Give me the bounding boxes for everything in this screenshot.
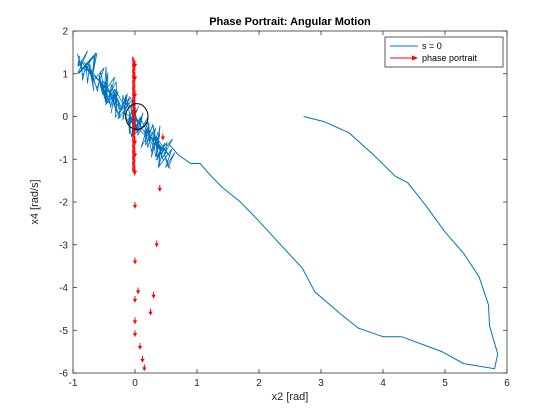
- y-tick-label: -1: [59, 155, 68, 166]
- quiver-arrowhead-icon: [151, 294, 156, 299]
- y-tick-label: -3: [59, 240, 68, 251]
- x-axis: -1 0 1 2 3 4 5 6: [69, 31, 510, 389]
- x-tick-label: 0: [132, 378, 138, 389]
- y-tick-label: 1: [62, 69, 68, 80]
- trajectory-oscillation-band: [77, 50, 176, 169]
- y-tick-label: 0: [62, 112, 68, 123]
- y-axis: 2 1 0 -1 -2 -3 -4 -5 -6: [59, 27, 507, 380]
- quiver-arrowhead-icon: [135, 290, 141, 294]
- y-tick-label: -5: [59, 326, 68, 337]
- quiver-arrow: [135, 287, 141, 294]
- quiver-arrow: [140, 355, 145, 363]
- quiver-arrow: [160, 133, 166, 141]
- x-tick-label: 3: [318, 378, 324, 389]
- quiver-arrow: [132, 257, 138, 264]
- quiver-arrowhead-icon: [132, 260, 138, 264]
- quiver-arrowhead-icon: [137, 345, 143, 350]
- x-tick-label: 1: [194, 378, 200, 389]
- quiver-arrowhead-icon: [148, 311, 153, 316]
- y-tick-label: -6: [59, 369, 68, 380]
- quiver-arrowhead-icon: [142, 367, 147, 371]
- quiver-arrow: [132, 296, 138, 303]
- quiver-arrow: [154, 240, 159, 247]
- quiver-arrowhead-icon: [140, 358, 145, 363]
- quiver-arrowhead-icon: [132, 204, 138, 209]
- quiver-arrow: [132, 317, 138, 324]
- quiver-arrow: [132, 202, 138, 209]
- quiver-arrow: [142, 364, 147, 371]
- quiver-arrow: [132, 330, 138, 337]
- quiver-arrowhead-icon: [132, 333, 138, 337]
- chart-title: Phase Portrait: Angular Motion: [209, 16, 371, 28]
- quiver-arrowhead-icon: [132, 298, 138, 303]
- quiver-arrow: [157, 184, 162, 192]
- x-tick-label: 4: [380, 378, 386, 389]
- y-tick-label: 2: [62, 27, 68, 38]
- y-tick-label: -2: [59, 198, 68, 209]
- quiver-arrowhead-icon: [157, 187, 162, 192]
- x-tick-label: 2: [256, 378, 262, 389]
- legend-arrowhead-icon: [412, 55, 418, 61]
- quiver-arrowhead-icon: [154, 243, 159, 247]
- quiver-arrowhead-icon: [160, 136, 166, 141]
- equilibrium-circle: [125, 103, 149, 130]
- legend-label-trajectory: s = 0: [422, 41, 442, 51]
- quiver-arrow: [137, 343, 143, 350]
- quiver-arrow: [151, 291, 156, 299]
- x-tick-label: -1: [69, 378, 78, 389]
- axes-background: [73, 31, 507, 373]
- legend-label-phase-portrait: phase portrait: [422, 53, 478, 63]
- x-tick-label: 5: [442, 378, 448, 389]
- legend: s = 0 phase portrait: [384, 36, 504, 68]
- quiver-arrowhead-icon: [132, 320, 138, 324]
- x-tick-label: 6: [504, 378, 510, 389]
- quiver-arrow: [148, 308, 153, 316]
- trajectory-line-s0: [168, 116, 499, 370]
- plot-area: [77, 50, 499, 371]
- y-tick-label: -4: [59, 283, 68, 294]
- legend-box: [384, 36, 504, 68]
- x-axis-label: x2 [rad]: [272, 391, 309, 403]
- y-axis-label: x4 [rad/s]: [29, 179, 41, 224]
